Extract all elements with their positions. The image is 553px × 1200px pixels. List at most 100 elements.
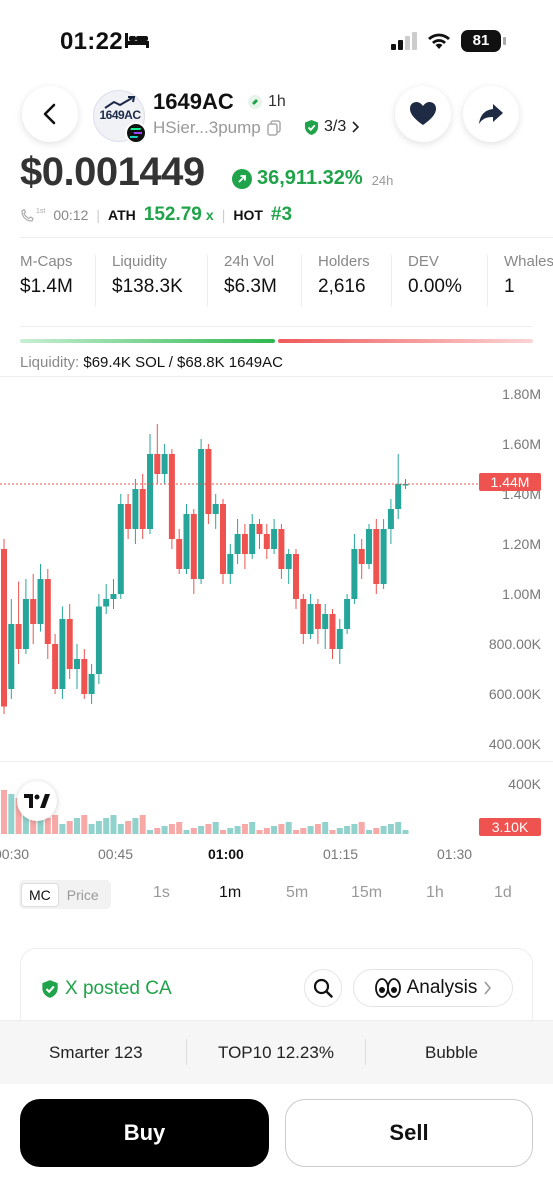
back-button[interactable] [22,86,78,142]
candle-body [52,644,59,689]
stat-value: $6.3M [224,276,277,297]
volume-bar [402,830,409,834]
candle-body [95,606,102,674]
candle-body [329,614,336,649]
volume-bar [147,830,153,834]
volume-bar [322,822,329,834]
chevron-left-icon [43,103,56,125]
audit-badge[interactable]: 3/3 [304,118,360,136]
y-axis-label: 1.20M [502,536,541,552]
volume-bar [293,830,299,834]
volume-bar [285,822,292,834]
volume-bar [234,826,241,834]
volume-bar [256,830,263,834]
candle-body [212,504,219,514]
price-toggle-option[interactable]: Price [66,886,99,903]
volume-bar [263,828,270,834]
timeframe-15m[interactable]: 15m [351,884,383,901]
candle-body [380,529,387,584]
candle-body [256,524,263,534]
x-posted-label: X posted CA [65,978,172,999]
insight-card: X posted CA Analysis [20,948,533,1058]
candle-body [293,554,299,599]
meta-time: 00:12 [53,207,89,223]
tab-smarter[interactable]: Smarter 123 [49,1043,143,1062]
x-axis-label: 00:45 [98,846,134,862]
candle-body [227,554,234,574]
volume-bar [88,824,95,834]
volume-bar [176,822,183,834]
tab-bubble[interactable]: Bubble [425,1043,478,1062]
candle-body [249,524,256,554]
candle-body [234,534,241,554]
mc-toggle-option[interactable]: MC [21,882,59,907]
timeframe-1m[interactable]: 1m [219,884,242,901]
tab-top10[interactable]: TOP10 12.23% [218,1043,334,1062]
token-address[interactable]: HSier...3pump [153,118,281,138]
volume-bar [190,828,197,834]
volume-bar [366,830,372,834]
token-age: 1h [248,93,286,111]
timeframe-1d[interactable]: 1d [494,884,512,901]
timeframe-bar: MC Price 1s 1m 5m 15m 1h 1d [0,880,553,910]
share-button[interactable] [463,86,519,142]
volume-bar [74,818,80,834]
volume-bar [380,826,387,834]
stat-value: 0.00% [408,276,462,297]
divider [20,326,533,327]
candle-body [344,599,351,629]
stat-value: $138.3K [112,276,183,297]
stat-holders: Holders 2,616 [318,253,370,298]
search-button[interactable] [304,969,342,1007]
candle-body [1,549,7,707]
y-axis-label: 1.80M [502,386,541,402]
volume-bar [139,815,146,834]
candle-body [176,539,183,569]
liquidity-token-bar [278,339,533,343]
timeframe-5m[interactable]: 5m [286,884,309,901]
stat-whales: Whales 1 [504,253,553,298]
shield-check-icon [42,980,58,998]
status-bar: 01:22 81 [0,0,553,80]
timeframe-1s[interactable]: 1s [153,884,170,901]
stat-value: 1 [504,276,515,297]
sell-button[interactable]: Sell [285,1099,533,1167]
stat-mcaps: M-Caps $1.4M [20,253,73,298]
candle-body [198,449,205,579]
solana-icon [125,122,147,144]
volume-bar [95,821,102,834]
battery-indicator: 81 [461,30,506,52]
sleep-icon [125,33,149,48]
chart-volume-divider [0,761,553,762]
stats-row: M-Caps $1.4M Liquidity $138.3K 24h Vol $… [0,253,553,319]
liquidity-label: Liquidity: [20,354,80,371]
price-change-value: 36,911.32% [257,167,363,189]
candle-body [59,619,66,689]
price-change-period: 24h [371,172,394,188]
search-icon [313,978,333,998]
candle-body [44,579,51,644]
mc-price-toggle[interactable]: MC Price [19,880,111,909]
volume-bar [161,826,168,834]
timeframe-1h[interactable]: 1h [426,884,444,901]
token-address-text: HSier...3pump [153,118,261,137]
buy-button[interactable]: Buy [20,1099,269,1167]
volume-bar [183,830,190,834]
tradingview-logo[interactable] [17,781,57,821]
chevron-right-icon [352,121,360,133]
volume-bar [132,818,139,834]
volume-bar [278,824,285,834]
favorite-button[interactable] [395,86,451,142]
price-chart[interactable] [0,378,553,838]
heart-icon [410,102,436,125]
divider [0,376,553,377]
candle-body [103,599,110,607]
trade-action-bar: Buy Sell [0,1084,553,1200]
copy-icon[interactable] [266,120,281,136]
analysis-button[interactable]: Analysis [353,969,513,1007]
share-arrow-icon [479,104,503,124]
candle-body [168,454,175,539]
candle-body [139,489,146,529]
stat-24h-vol: 24h Vol $6.3M [224,253,277,298]
volume-bar [300,828,307,834]
